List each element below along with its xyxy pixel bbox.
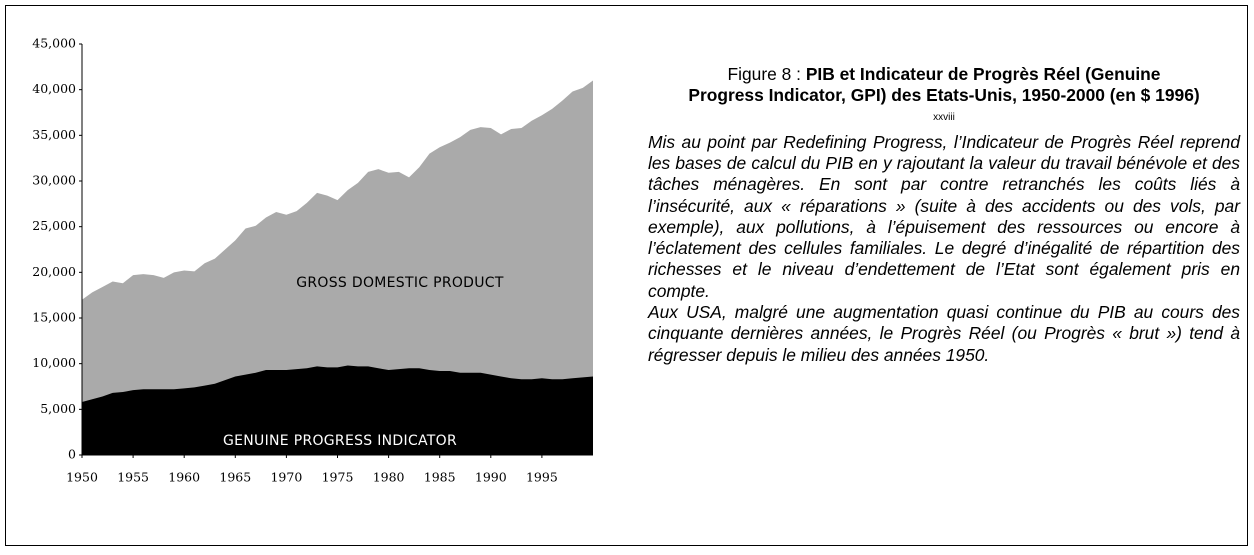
y-tick-label: 0 xyxy=(68,447,76,462)
figure-title: PIB et Indicateur de Progrès Réel (Genui… xyxy=(688,64,1200,106)
y-tick-label: 5,000 xyxy=(40,401,76,416)
chart: GROSS DOMESTIC PRODUCT GENUINE PROGRESS I… xyxy=(32,36,593,485)
y-tick-label: 25,000 xyxy=(32,218,76,233)
x-tick-label: 1965 xyxy=(219,470,251,485)
x-tick-label: 1955 xyxy=(117,470,149,485)
x-tick-label: 1980 xyxy=(373,470,405,485)
y-tick-label: 45,000 xyxy=(32,36,76,51)
area-label: GENUINE PROGRESS INDICATOR xyxy=(223,433,457,449)
y-tick-label: 10,000 xyxy=(32,355,76,370)
area xyxy=(82,80,593,456)
frame xyxy=(5,5,1248,546)
y-tick-label: 15,000 xyxy=(32,310,76,325)
paragraph: Aux USA, malgré une augmentation quasi c… xyxy=(648,302,1240,365)
y-tick-label: 20,000 xyxy=(32,264,76,279)
x-tick-label: 1960 xyxy=(168,470,200,485)
caption-heading: Figure 8 : PIB et Indicateur de Progrès … xyxy=(688,64,1200,132)
x-tick-label: 1995 xyxy=(526,470,558,485)
area-label: GROSS DOMESTIC PRODUCT xyxy=(296,275,504,291)
x-tick-label: 1975 xyxy=(322,470,354,485)
figure-number: Figure 8 : xyxy=(727,64,806,84)
footnote-ref: xxviii xyxy=(933,111,955,123)
x-tick-label: 1970 xyxy=(270,470,302,485)
x-tick-label: 1990 xyxy=(475,470,507,485)
y-tick-label: 30,000 xyxy=(32,173,76,188)
caption: Figure 8 : PIB et Indicateur de Progrès … xyxy=(648,64,1240,366)
x-tick-label: 1950 xyxy=(66,470,98,485)
x-tick-label: 1985 xyxy=(424,470,456,485)
paragraph: Mis au point par Redefining Progress, l’… xyxy=(648,131,1240,301)
area xyxy=(82,365,593,455)
y-tick-label: 35,000 xyxy=(32,127,76,142)
y-tick-label: 40,000 xyxy=(32,81,76,96)
